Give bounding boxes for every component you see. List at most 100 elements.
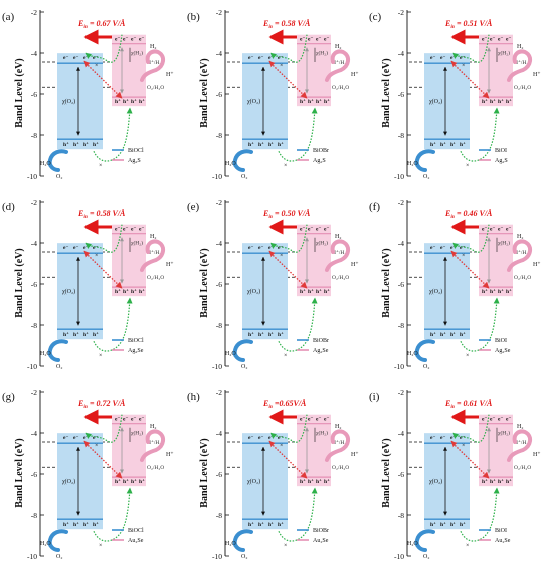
o2-evolution-arrow (414, 339, 435, 362)
y-tick-label: -8 (31, 511, 37, 520)
panel-label: (g) (2, 391, 15, 403)
electron-label: e⁻ (83, 55, 88, 61)
field-label-e: E (444, 209, 450, 218)
electron-label: e⁻ (300, 417, 305, 423)
panel-label: (c) (369, 11, 382, 23)
panel-label: (d) (2, 201, 15, 213)
hole-label: h⁺ (450, 332, 456, 338)
h2-evolution-arrow (507, 49, 532, 82)
hole-label: h⁺ (324, 479, 330, 485)
electron-label: e⁻ (440, 55, 445, 61)
h2-label: H₂ (150, 424, 156, 430)
redox-o-label: O₂/H₂O (147, 275, 164, 281)
hole-label: h⁺ (490, 479, 496, 485)
y-tick-label: -4 (216, 429, 222, 438)
hplus-label: H⁺ (533, 452, 541, 458)
hole-label: h⁺ (258, 142, 264, 148)
y-tick-label: -8 (31, 321, 37, 330)
block-mark: × (466, 163, 469, 169)
field-label-e: E (262, 399, 268, 408)
y-tick-label: -10 (27, 172, 37, 181)
right-band-block (112, 414, 146, 487)
electron-label: e⁻ (93, 245, 98, 251)
block-mark: × (284, 353, 287, 359)
legend-label-left: BiOBr (313, 148, 329, 154)
hole-label: h⁺ (430, 522, 436, 528)
hole-label: h⁺ (268, 142, 274, 148)
hole-label: h⁺ (63, 142, 69, 148)
chi-h2-label: χ(H₂) (131, 50, 143, 57)
block-mark: × (280, 253, 283, 259)
o2-evolution-arrow (232, 339, 253, 362)
h2o-label: H₂O (225, 351, 236, 357)
electron-label: e⁻ (430, 55, 435, 61)
redox-h-label: H⁺/H₂ (514, 60, 528, 66)
right-band-block (479, 224, 513, 297)
y-tick-label: -8 (398, 321, 404, 330)
chi-o2-label: χ(O₂) (429, 288, 442, 295)
panel-a: (a) -2 -4 -6 -8 -10 Band Level (eV) Ein = 0.67 … (2, 8, 174, 181)
o2-evolution-arrow (232, 529, 253, 552)
chi-o2-label: χ(O₂) (429, 98, 442, 105)
hole-label: h⁺ (460, 522, 466, 528)
hole-label: h⁺ (73, 142, 79, 148)
y-tick-label: -6 (216, 280, 222, 289)
electron-label: e⁻ (482, 37, 487, 43)
hole-label: h⁺ (123, 479, 129, 485)
electron-label: e⁻ (248, 435, 253, 441)
o2-evolution-arrow (47, 529, 68, 552)
y-tick-label: -10 (27, 362, 37, 371)
h2-evolution-arrow (325, 429, 350, 462)
electron-label: e⁻ (123, 417, 128, 423)
h2-label: H₂ (517, 44, 523, 50)
electron-transfer-arc (85, 414, 123, 443)
legend: BiOCl Ag₂Se (112, 338, 144, 354)
y-tick-label: -6 (216, 470, 222, 479)
hole-label: h⁺ (506, 99, 512, 105)
block-mark: × (95, 63, 98, 69)
electron-label: e⁻ (490, 227, 495, 233)
chi-o2-label: χ(O₂) (62, 478, 75, 485)
hole-label: h⁺ (430, 142, 436, 148)
field-label-e: E (77, 19, 83, 28)
hole-label: h⁺ (115, 479, 121, 485)
electron-label: e⁻ (73, 55, 78, 61)
electron-label: e⁻ (115, 227, 120, 233)
chi-o2-label: χ(O₂) (247, 98, 260, 105)
electron-label: e⁻ (139, 227, 144, 233)
hole-label: h⁺ (73, 332, 79, 338)
h2o-label: H₂O (407, 351, 418, 357)
block-mark: × (462, 253, 465, 259)
hole-label: h⁺ (93, 142, 99, 148)
redox-o-label: O₂/H₂O (147, 465, 164, 471)
field-label-sub: in (83, 214, 88, 220)
electron-label: e⁻ (63, 435, 68, 441)
chi-h2-label: χ(H₂) (131, 240, 143, 247)
legend-label-left: BiOCl (128, 528, 144, 534)
chi-h2-label: χ(H₂) (316, 240, 328, 247)
electron-label: e⁻ (308, 417, 313, 423)
panel-label: (a) (2, 11, 15, 23)
y-tick-label: -10 (27, 552, 37, 561)
h2-label: H₂ (335, 234, 341, 240)
hole-label: h⁺ (430, 332, 436, 338)
field-label: Ein = 0.51 V/Å (444, 19, 493, 30)
right-band-block (112, 34, 146, 107)
legend: BiOI Au₂Se (479, 528, 511, 544)
y-tick-label: -10 (394, 172, 404, 181)
hole-label: h⁺ (440, 522, 446, 528)
y-axis-label: Band Level (eV) (199, 58, 210, 127)
legend: BiOCl Au₂Se (112, 528, 144, 544)
hole-label: h⁺ (123, 99, 129, 105)
panel-g: (g) -2 -4 -6 -8 -10 Band Level (eV) Ein = 0.72 … (2, 388, 174, 561)
electron-transfer-arc (270, 414, 308, 443)
hole-transfer-arc (93, 297, 133, 352)
electron-label: e⁻ (324, 37, 329, 43)
o2-evolution-arrow (414, 529, 435, 552)
hole-label: h⁺ (490, 99, 496, 105)
electron-label: e⁻ (490, 417, 495, 423)
hole-label: h⁺ (308, 99, 314, 105)
hole-label: h⁺ (268, 522, 274, 528)
y-tick-label: -2 (398, 198, 404, 207)
hole-label: h⁺ (93, 332, 99, 338)
